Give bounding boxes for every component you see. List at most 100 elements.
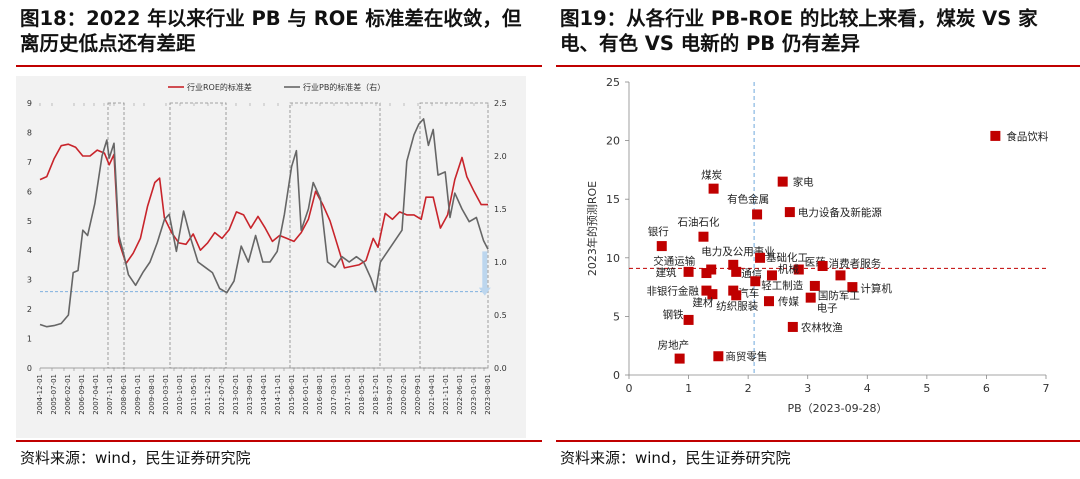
left-line-chart: 0 1 2 3 4 5 6 7 8 9 0.0 0.5 1.0 1.5 2.0 2.5 2004-12-01 20…	[16, 76, 526, 438]
x-tick-label-1: 2005-07-01	[50, 374, 58, 415]
x-tick-label-17: 2014-11-01	[274, 374, 282, 415]
x-tick-label-8: 2009-08-01	[148, 374, 156, 415]
x-tick-label-29: 2021-11-01	[442, 374, 450, 415]
y-left-tick-label-5: 5	[27, 217, 32, 226]
x-axis-label: PB（2023-09-28）	[787, 402, 887, 415]
point-label-5: 石油石化	[677, 216, 719, 229]
point-label-9: 建筑	[656, 266, 678, 279]
y-axis-label: 2023年的预测ROE	[585, 181, 599, 276]
x-tick-label-16: 2014-04-01	[260, 374, 268, 415]
point-label-21: 纺织服装	[716, 299, 758, 312]
left-chart-area: 0 1 2 3 4 5 6 7 8 9 0.0 0.5 1.0 1.5 2.0 2.5 2004-12-01 20…	[16, 76, 542, 442]
scatter-point-28	[835, 270, 846, 281]
x-tick-label-6: 6	[983, 382, 990, 395]
scatter-point-25	[787, 321, 798, 332]
point-label-14: 消费者服务	[829, 257, 882, 270]
x-tick-label-12: 2011-12-01	[204, 374, 212, 415]
right-chart-area: 0 5 10 15 20 25 0 1 2 3 4 5 6 7 PB（2023-09-28） 2023年的预测…	[556, 76, 1080, 442]
x-tick-label-24: 2018-12-01	[372, 374, 380, 415]
x-tick-label-20: 2016-08-01	[316, 374, 324, 415]
scatter-point-23	[805, 292, 816, 303]
y-right-tick-label-5: 2.5	[494, 99, 507, 108]
left-figure-panel: 图18：2022 年以来行业 PB 与 ROE 标准差在收敛，但离历史低点还有差…	[16, 0, 542, 479]
left-source-rule	[16, 440, 542, 442]
x-tick-label-3: 3	[804, 382, 811, 395]
scatter-point-10	[793, 264, 804, 275]
point-label-0: 食品饮料	[1006, 130, 1048, 143]
scatter-point-17	[750, 276, 761, 287]
x-tick-label-28: 2021-04-01	[428, 374, 436, 415]
x-tick-label-25: 2019-07-01	[386, 374, 394, 415]
x-tick-label-31: 2023-01-01	[470, 374, 478, 415]
left-source-note: 资料来源：wind，民生证券研究院	[20, 449, 251, 467]
y-left-tick-label-9: 9	[27, 99, 32, 108]
y-left-tick-label-7: 7	[27, 158, 32, 167]
scatter-point-26	[674, 353, 685, 364]
scatter-point-11	[755, 252, 766, 263]
right-source-note: 资料来源：wind，民生证券研究院	[560, 449, 791, 467]
trend-arrow-icon	[478, 287, 491, 296]
y-right-tick-label-3: 1.5	[494, 205, 507, 214]
x-tick-label-27: 2020-09-01	[414, 374, 422, 415]
point-label-26: 房地产	[658, 339, 690, 352]
right-figure-title: 图19：从各行业 PB-ROE 的比较上来看，煤炭 VS 家电、有色 VS 电新…	[560, 7, 1038, 55]
y-left-tick-label-6: 6	[27, 187, 32, 196]
point-label-19: 国防军工	[818, 289, 860, 302]
scatter-point-18	[847, 282, 858, 293]
point-label-25: 农林牧渔	[801, 321, 843, 334]
scatter-point-7	[728, 259, 739, 270]
y-tick-label-3: 15	[606, 193, 620, 206]
scatter-point-0	[990, 130, 1001, 141]
point-label-8: 交通运输	[653, 255, 695, 268]
point-label-24: 钢铁	[663, 308, 685, 321]
right-title-rule	[556, 65, 1080, 67]
x-tick-label-10: 2010-10-01	[176, 374, 184, 415]
x-tick-label-21: 2017-03-01	[330, 374, 338, 415]
left-title-rule	[16, 65, 542, 67]
right-source-rule	[556, 440, 1080, 442]
x-tick-label-26: 2020-02-01	[400, 374, 408, 415]
x-tick-label-14: 2013-02-01	[232, 374, 240, 415]
y-left-tick-label-4: 4	[27, 246, 32, 255]
legend-label-roe: 行业ROE的标准差	[187, 82, 252, 92]
scatter-point-14	[817, 261, 828, 272]
y-left-tick-label-1: 1	[27, 335, 32, 344]
point-label-11: 基础化工	[766, 251, 808, 264]
point-label-22: 传媒	[778, 295, 799, 308]
scatter-point-27	[713, 351, 724, 362]
x-tick-label-30: 2022-06-01	[456, 374, 464, 415]
scatter-point-24	[683, 314, 694, 325]
x-tick-label-5: 5	[923, 382, 930, 395]
point-label-4: 电力设备及新能源	[798, 206, 882, 219]
x-tick-label-15: 2013-09-01	[246, 374, 254, 415]
point-label-16: 汽车	[738, 287, 759, 300]
scatter-point-29	[701, 268, 712, 279]
scatter-point-12	[731, 266, 742, 277]
x-tick-label-6: 2008-06-01	[120, 374, 128, 415]
scatter-point-6	[656, 241, 667, 252]
scatter-point-20	[707, 289, 718, 300]
y-left-tick-label-8: 8	[27, 128, 32, 137]
x-tick-label-2: 2006-02-01	[64, 374, 72, 415]
point-label-6: 银行	[648, 225, 669, 238]
x-tick-label-22: 2017-10-01	[344, 374, 352, 415]
y-right-tick-label-2: 1.0	[494, 258, 507, 267]
scatter-point-4	[784, 207, 795, 218]
left-figure-title: 图18：2022 年以来行业 PB 与 ROE 标准差在收敛，但离历史低点还有差…	[20, 7, 522, 55]
y-left-tick-label-2: 2	[27, 305, 32, 314]
x-tick-label-5: 2007-11-01	[106, 374, 114, 415]
scatter-point-9	[683, 266, 694, 277]
point-label-13: 机械	[778, 262, 799, 275]
x-tick-label-11: 2011-05-01	[190, 374, 198, 415]
x-tick-label-23: 2018-05-01	[358, 374, 366, 415]
x-tick-label-0: 0	[626, 382, 633, 395]
scatter-point-1	[708, 183, 719, 194]
point-label-23: 电子	[817, 302, 838, 315]
x-tick-label-2: 2	[745, 382, 752, 395]
x-tick-label-7: 7	[1043, 382, 1050, 395]
point-label-2: 家电	[793, 176, 814, 189]
x-tick-label-3: 2006-09-01	[78, 374, 86, 415]
x-tick-label-1: 1	[685, 382, 692, 395]
scatter-point-2	[777, 176, 788, 187]
legend-label-pb: 行业PB的标准差（右）	[303, 82, 385, 92]
